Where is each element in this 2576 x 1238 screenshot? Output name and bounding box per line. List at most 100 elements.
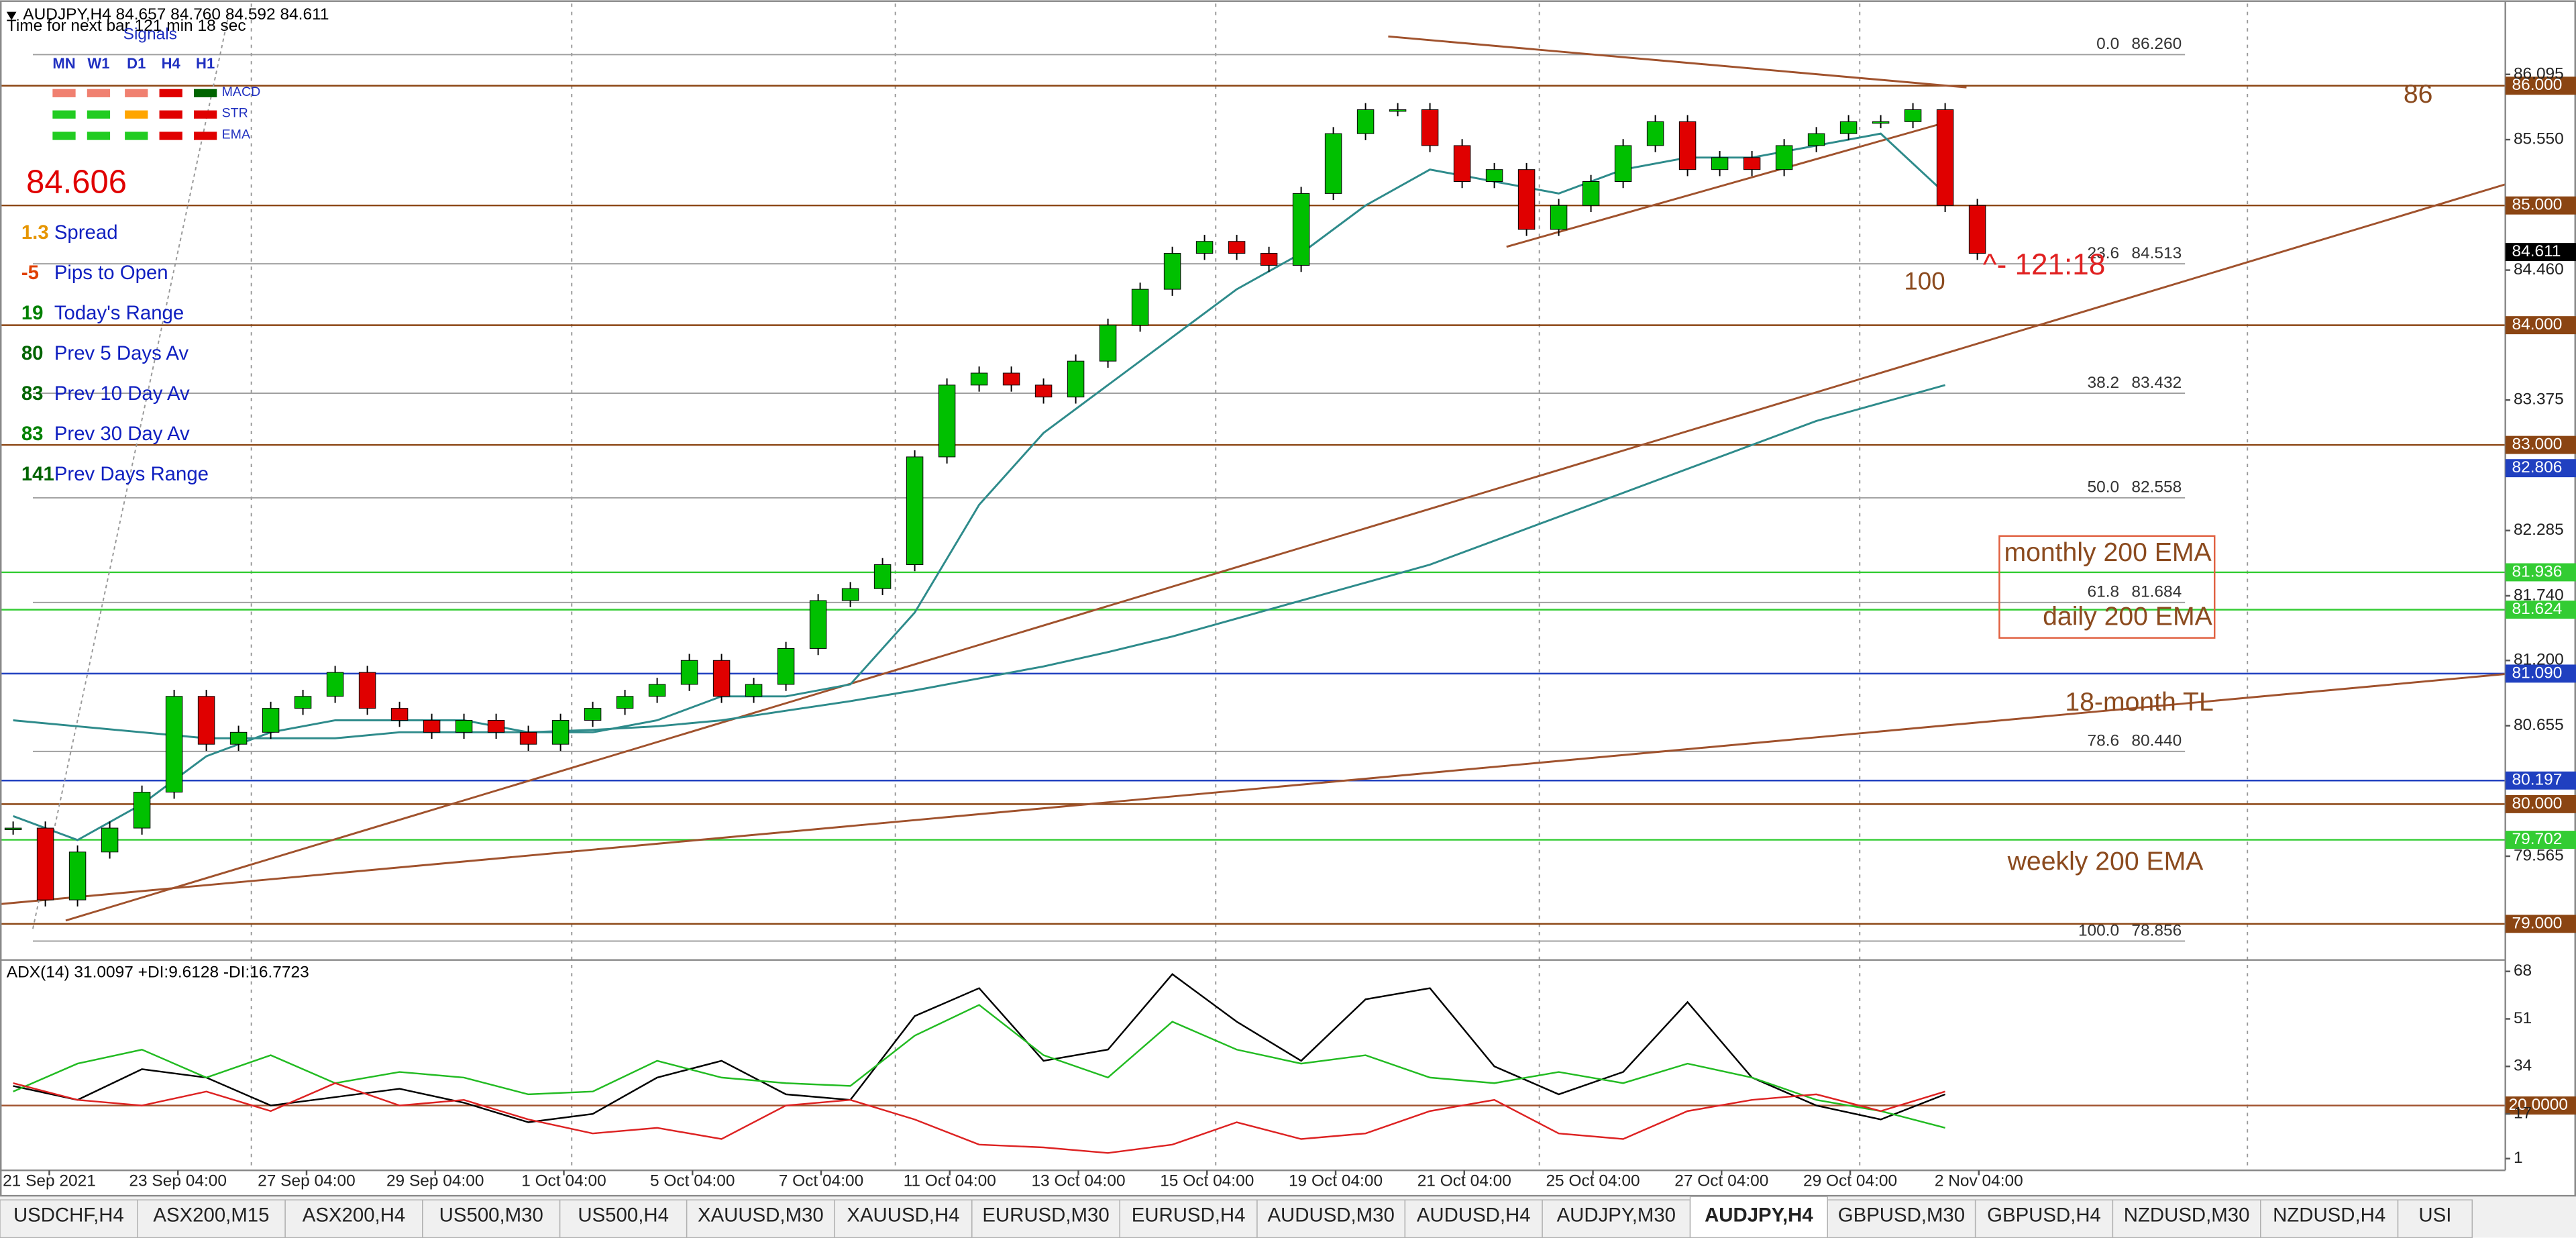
x-tick-label: 27 Sep 04:00	[258, 1172, 356, 1190]
candle	[1034, 384, 1053, 398]
candle	[1775, 145, 1793, 170]
info-label: Prev 5 Days Av	[54, 342, 189, 364]
adx-line	[13, 1082, 1945, 1154]
tab-label[interactable]: EURUSD,M30	[982, 1204, 1109, 1226]
candle	[326, 672, 344, 697]
tab-label[interactable]: AUDJPY,M30	[1557, 1204, 1676, 1226]
tab-label[interactable]: NZDUSD,H4	[2273, 1204, 2385, 1226]
level-box	[2505, 563, 2576, 582]
x-tick-label: 19 Oct 04:00	[1289, 1172, 1383, 1190]
tab[interactable]	[559, 1199, 688, 1238]
level-box	[2505, 831, 2576, 849]
level-box	[2505, 601, 2576, 619]
level-label: 81.090	[2512, 664, 2562, 682]
tab[interactable]	[686, 1199, 835, 1238]
signal-box	[52, 132, 76, 140]
tab-label[interactable]: ASX200,H4	[303, 1204, 406, 1226]
tab-label[interactable]: XAUUSD,H4	[847, 1204, 959, 1226]
candle	[133, 792, 151, 829]
adx-panel	[0, 973, 2506, 1154]
level-box	[2505, 915, 2576, 933]
y-tick-label: 34	[2514, 1057, 2532, 1075]
y-tick-label: 51	[2514, 1009, 2532, 1027]
level-label: 81.624	[2512, 600, 2562, 618]
tab-label[interactable]: XAUUSD,M30	[698, 1204, 824, 1226]
candle	[1292, 193, 1310, 266]
signal-box	[52, 89, 76, 97]
tabs: USDCHF,H4 ASX200,M15 ASX200,H4 US500,M30 US5…	[0, 1196, 2473, 1238]
tab-label[interactable]: AUDUSD,H4	[1417, 1204, 1531, 1226]
tab-label[interactable]: EURUSD,H4	[1132, 1204, 1246, 1226]
x-tick-label: 29 Oct 04:00	[1803, 1172, 1897, 1190]
tab-label[interactable]: USI	[2418, 1204, 2451, 1226]
y-tick-label: 83.375	[2514, 391, 2564, 409]
tab[interactable]	[0, 1199, 138, 1238]
fib-ratio: 61.8	[2088, 583, 2120, 601]
signal-box	[52, 110, 76, 119]
candle	[1131, 289, 1149, 326]
tab[interactable]	[136, 1199, 286, 1238]
level-box	[2505, 664, 2576, 683]
level-box	[2505, 196, 2576, 215]
candle	[616, 696, 634, 709]
tab[interactable]	[284, 1199, 423, 1238]
level-label: 79.000	[2512, 914, 2562, 932]
candle	[1872, 121, 1890, 124]
level-label: 83.000	[2512, 435, 2562, 454]
candle	[712, 660, 731, 697]
tab-label[interactable]: US500,M30	[439, 1204, 543, 1226]
tab-label[interactable]: AUDJPY,H4	[1705, 1204, 1813, 1226]
signal-box	[125, 110, 148, 119]
signals-title: Signals	[123, 25, 177, 43]
x-tick-label: 23 Sep 04:00	[129, 1172, 227, 1190]
fib-price: 82.558	[2131, 478, 2182, 497]
x-tick-label: 13 Oct 04:00	[1031, 1172, 1125, 1190]
tab[interactable]	[2260, 1199, 2399, 1238]
signal-box	[125, 132, 148, 140]
current-price: 84.606	[26, 164, 127, 201]
levels: 0.0 86.260 23.6 84.513 38.2 83.432 50.0 82.558 6…	[0, 35, 2506, 942]
tab-label[interactable]: ASX200,M15	[153, 1204, 269, 1226]
annotation: daily 200 EMA	[2043, 603, 2212, 631]
annotation: 100	[1904, 267, 1945, 295]
tab-label[interactable]: AUDUSD,M30	[1267, 1204, 1394, 1226]
signal-box	[87, 110, 111, 119]
annotation: 18-month TL	[2065, 688, 2213, 717]
tab[interactable]	[971, 1199, 1120, 1238]
x-tick-label: 15 Oct 04:00	[1160, 1172, 1254, 1190]
frame	[0, 0, 2576, 1197]
info-label: Spread	[54, 221, 118, 244]
tab-label[interactable]: USDCHF,H4	[13, 1204, 124, 1226]
x-tick-label: 5 Oct 04:00	[650, 1172, 735, 1190]
candle	[262, 708, 280, 733]
candle	[1421, 109, 1439, 146]
candle	[1839, 121, 1858, 134]
tab[interactable]	[1119, 1199, 1258, 1238]
level-label: 86.000	[2512, 76, 2562, 94]
tab-label[interactable]: NZDUSD,M30	[2124, 1204, 2250, 1226]
adx-title: ADX(14) 31.0097 +DI:9.6128 -DI:16.7723	[7, 964, 309, 982]
annotation: 86	[2404, 80, 2433, 109]
level-label: 81.936	[2512, 562, 2562, 580]
tab[interactable]	[1827, 1199, 1976, 1238]
menu-arrow	[6, 11, 17, 20]
x-tick-label: 7 Oct 04:00	[779, 1172, 864, 1190]
tab-label[interactable]: GBPUSD,M30	[1838, 1204, 1965, 1226]
separators	[250, 3, 2249, 1171]
tab[interactable]	[422, 1199, 561, 1238]
y-tick-label: 81.200	[2514, 651, 2564, 669]
signal-box	[193, 110, 217, 119]
tab-label[interactable]: GBPUSD,H4	[1987, 1204, 2101, 1226]
info-label: Prev 10 Day Av	[54, 382, 190, 405]
tab-label[interactable]: US500,H4	[578, 1204, 669, 1226]
tab[interactable]	[1542, 1199, 1691, 1238]
symbol-line: AUDJPY,H4 84.657 84.760 84.592 84.611	[23, 5, 329, 23]
tab[interactable]	[2397, 1199, 2473, 1238]
candle	[229, 731, 248, 745]
level-label: 82.806	[2512, 458, 2562, 476]
level-label: 80.000	[2512, 794, 2562, 813]
signal-box	[159, 89, 182, 97]
candle	[1453, 145, 1471, 183]
